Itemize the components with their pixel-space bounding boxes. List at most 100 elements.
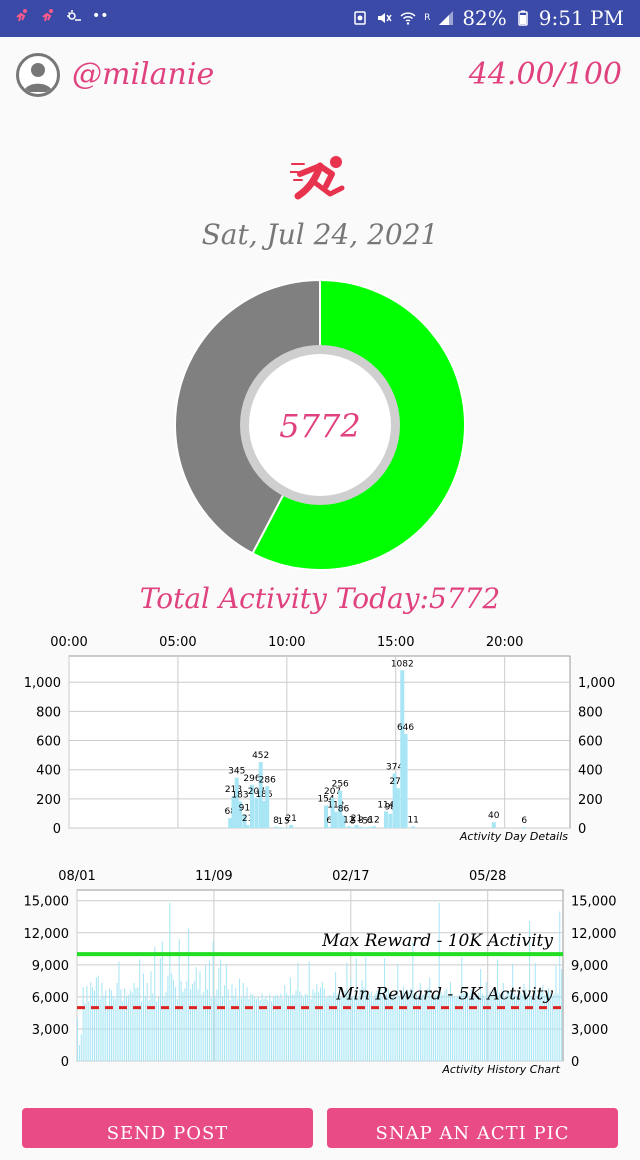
history-bar — [393, 993, 395, 1061]
history-bar — [495, 993, 497, 1061]
history-bar — [184, 988, 186, 1061]
username[interactable]: @milanie — [72, 57, 215, 92]
battery-icon — [518, 10, 528, 26]
history-reference-label: Min Reward - 5K Activity — [335, 985, 553, 1005]
day-y-tick-left: 600 — [36, 735, 61, 750]
history-bar — [440, 992, 442, 1061]
history-bar — [82, 987, 84, 1061]
history-chart-caption: Activity History Chart — [441, 1063, 560, 1076]
day-bar-label: 91 — [239, 804, 250, 814]
day-bar — [327, 827, 332, 829]
day-bar-label: 6 — [367, 816, 373, 826]
history-bar — [161, 941, 163, 1061]
history-bar — [282, 999, 284, 1061]
day-bar — [254, 797, 259, 828]
history-bar — [468, 997, 470, 1061]
day-bar — [249, 784, 254, 828]
history-bar — [553, 993, 555, 1061]
history-bar — [382, 996, 384, 1061]
history-bar — [359, 989, 361, 1061]
day-bar — [245, 824, 250, 828]
history-bar — [527, 993, 529, 1061]
history-bar — [280, 993, 282, 1061]
history-bar — [276, 994, 278, 1061]
history-bar — [331, 996, 333, 1061]
day-bar — [324, 805, 329, 828]
history-bar — [167, 975, 169, 1061]
day-bar — [330, 797, 335, 828]
battery-percentage: 82% — [462, 6, 507, 30]
history-bar — [517, 993, 519, 1061]
history-bar — [536, 994, 538, 1061]
history-bar — [271, 1001, 273, 1061]
history-bar — [154, 946, 156, 1061]
history-bar — [135, 988, 137, 1061]
history-bar — [346, 962, 348, 1061]
day-bar — [395, 788, 400, 828]
history-bar — [519, 991, 521, 1061]
history-bar — [263, 999, 265, 1061]
day-bar-label: 21 — [285, 814, 296, 824]
history-bar — [438, 902, 440, 1061]
day-bar — [392, 773, 397, 828]
score-value: 44.00/100 — [468, 57, 622, 92]
history-bar — [255, 999, 257, 1061]
history-bar — [414, 995, 416, 1061]
day-bar — [278, 827, 283, 829]
history-bar — [321, 981, 323, 1061]
more-notifications-icon: •• — [92, 8, 109, 24]
day-bar-label: 296 — [243, 774, 260, 784]
history-bar — [419, 982, 421, 1061]
day-y-tick-right: 1,000 — [578, 676, 615, 691]
activity-donut-chart: 5772 — [174, 278, 466, 571]
history-bar — [482, 993, 484, 1061]
notification-icons: •• — [14, 8, 109, 24]
history-bar — [291, 994, 293, 1061]
history-bar — [480, 969, 482, 1061]
history-bar — [500, 994, 502, 1061]
history-bar — [88, 1001, 90, 1061]
history-bar — [412, 942, 414, 1061]
history-bar — [335, 972, 337, 1061]
history-bar — [508, 992, 510, 1061]
history-bar — [127, 994, 129, 1061]
history-bar — [163, 996, 165, 1061]
history-bar — [384, 958, 386, 1061]
history-bar — [327, 995, 329, 1061]
day-y-tick-right: 0 — [578, 822, 586, 837]
day-bar — [346, 826, 351, 828]
day-bar — [363, 827, 368, 829]
history-y-tick-left: 3,000 — [32, 1023, 69, 1038]
history-bar — [502, 982, 504, 1061]
history-bar — [186, 980, 188, 1061]
history-bar — [361, 979, 363, 1061]
history-bar — [423, 993, 425, 1061]
history-y-tick-left: 6,000 — [32, 991, 69, 1006]
day-x-tick: 10:00 — [268, 635, 305, 650]
day-bar-label: 40 — [488, 811, 500, 821]
history-bar — [78, 1044, 80, 1061]
history-bar — [114, 999, 116, 1061]
history-bar — [365, 957, 367, 1061]
history-bar — [529, 920, 531, 1061]
history-bar — [250, 993, 252, 1061]
history-bar — [261, 993, 263, 1061]
history-bar — [203, 991, 205, 1061]
history-bar — [421, 994, 423, 1061]
history-bar — [472, 994, 474, 1061]
history-bar — [125, 996, 128, 1061]
history-bar — [523, 984, 525, 1061]
history-bar — [323, 988, 325, 1061]
day-bar-label: 5 — [284, 816, 290, 826]
system-indicators: R 82% 9:51 PM — [352, 6, 624, 30]
history-bar — [378, 991, 380, 1061]
avatar[interactable] — [16, 53, 60, 97]
snap-pic-button[interactable]: SNAP AN ACTI PIC — [327, 1108, 618, 1148]
history-bar — [404, 994, 406, 1061]
history-bar — [368, 993, 371, 1061]
donut-center — [249, 354, 391, 496]
history-bar — [301, 994, 303, 1061]
send-post-button[interactable]: SEND POST — [22, 1108, 313, 1148]
history-bar — [165, 991, 167, 1061]
history-bar — [506, 991, 508, 1061]
